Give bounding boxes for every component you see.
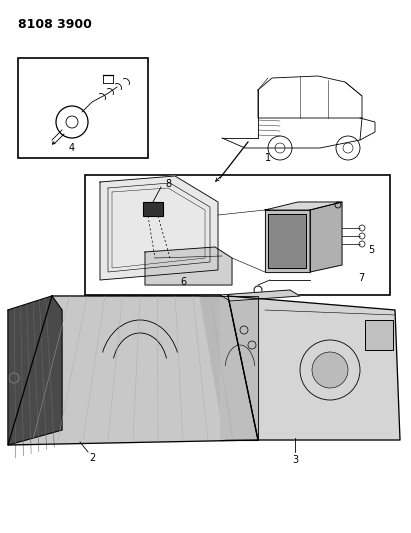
Polygon shape <box>265 202 342 210</box>
Polygon shape <box>100 176 218 280</box>
Polygon shape <box>200 296 258 440</box>
Polygon shape <box>8 296 62 445</box>
Bar <box>268 214 306 268</box>
Polygon shape <box>145 247 232 285</box>
Text: 6: 6 <box>180 277 186 287</box>
Polygon shape <box>220 290 300 301</box>
Text: 5: 5 <box>368 245 374 255</box>
Text: 2: 2 <box>89 453 95 463</box>
Polygon shape <box>220 296 258 440</box>
Bar <box>18 58 148 158</box>
Text: 3: 3 <box>292 455 298 465</box>
Polygon shape <box>228 296 400 440</box>
Text: 4: 4 <box>69 143 75 153</box>
Polygon shape <box>8 296 258 445</box>
Bar <box>85 175 390 295</box>
Polygon shape <box>265 210 310 272</box>
Text: 8: 8 <box>165 179 171 189</box>
Bar <box>143 202 163 216</box>
Text: 7: 7 <box>358 273 364 283</box>
Circle shape <box>312 352 348 388</box>
Polygon shape <box>310 202 342 272</box>
Text: 8108 3900: 8108 3900 <box>18 18 92 31</box>
Bar <box>365 320 393 350</box>
Text: 1: 1 <box>265 153 271 163</box>
